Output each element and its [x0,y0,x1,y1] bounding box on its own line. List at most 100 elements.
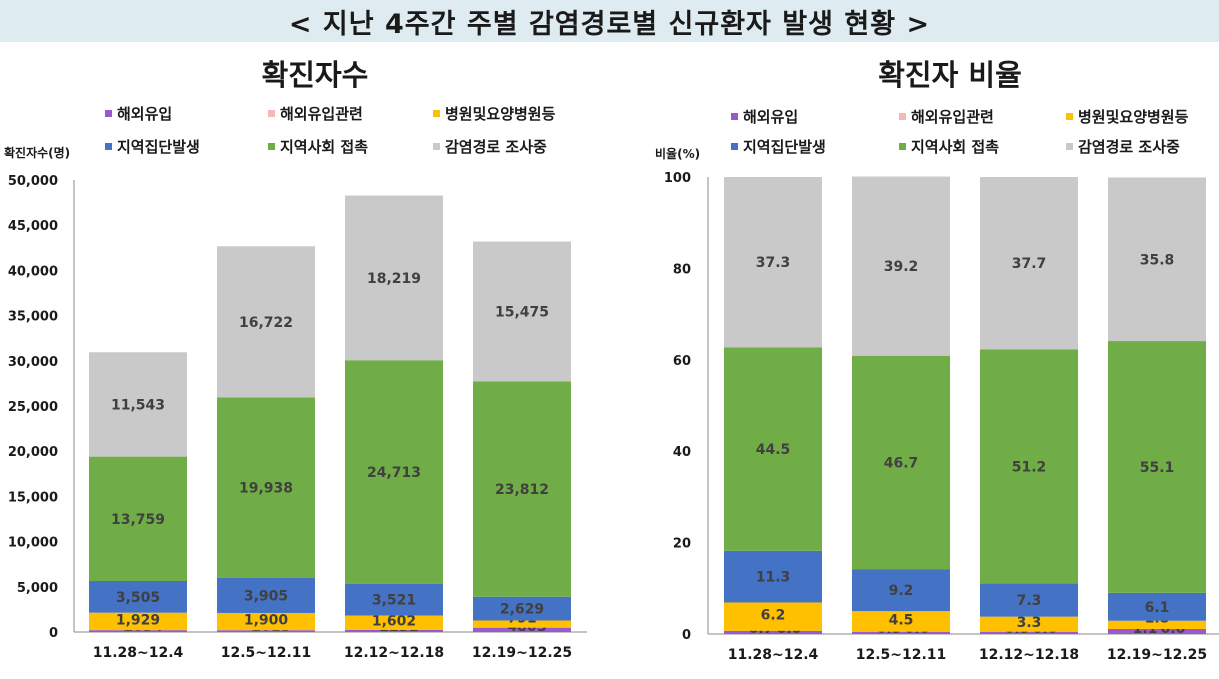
legend-item: 해외유입관련 [268,103,363,124]
legend-swatch [105,143,112,150]
legend-label: 감염경로 조사중 [445,138,547,156]
legend-swatch [268,143,275,150]
legend-swatch [731,143,738,150]
bar-segment [1108,628,1206,634]
data-label: 3,505 [116,590,160,606]
y-tick-label: 50,000 [8,174,58,189]
data-label: 37.3 [756,255,791,271]
y-tick-label: 35,000 [8,310,58,325]
x-tick-label: 11.28~12.4 [93,645,184,661]
x-tick-label: 12.12~12.18 [979,647,1079,663]
bar-segment [89,630,187,632]
bar-segment [1108,592,1206,621]
data-label: 39.2 [884,259,919,275]
data-label: 44.5 [756,442,791,458]
bar-segment [852,176,950,356]
legend-item: 병원및요양병원등 [433,103,555,124]
bar-segment [473,620,571,628]
legend-item: 지역사회 접촉 [268,136,368,157]
bar-segment [345,195,443,361]
chart-title-ratio: 확진자 비율 [878,58,1022,92]
data-label: 51.2 [1012,459,1047,475]
legend-label: 감염경로 조사중 [1078,138,1180,156]
legend-item: 지역사회 접촉 [899,136,999,157]
data-label: 11,543 [111,397,165,413]
data-label: 3,521 [372,593,416,609]
data-label: 37.7 [1012,256,1047,272]
page-title: < 지난 4주간 주별 감염경로별 신규환자 발생 현황 > [288,8,931,40]
legend-label: 병원및요양병원등 [445,105,556,123]
data-label: 18,219 [367,271,421,287]
legend-item: 감염경로 조사중 [1066,136,1180,157]
legend-item: 지역집단발생 [105,136,200,157]
legend-swatch [105,110,112,117]
data-label: 3,905 [244,588,288,604]
y-tick-label: 40 [673,445,691,460]
bar-segment [217,577,315,613]
page-header: < 지난 4주간 주별 감염경로별 신규환자 발생 현황 > [0,0,1219,42]
data-label: 1,929 [116,612,160,628]
bar-segment [852,569,950,612]
bar-segment [1108,620,1206,629]
bar-segment [217,630,315,632]
bar-segment [724,347,822,551]
y-tick-label: 40,000 [8,264,58,279]
legend-label: 해외유입 [117,105,173,123]
bar-segment [852,611,950,632]
legend-item: 감염경로 조사중 [433,136,547,157]
y-tick-label: 100 [664,171,691,186]
bar-segment [852,631,950,634]
legend-label: 병원및요양병원등 [1078,108,1189,126]
bar-segment [1108,341,1206,593]
data-label: 1,602 [372,614,416,630]
legend-label: 해외유입관련 [280,105,363,123]
x-tick-label: 12.5~12.11 [221,645,312,661]
bar-segment [217,246,315,398]
legend-item: 병원및요양병원등 [1066,106,1188,127]
bar-segment [89,612,187,631]
legend-label: 해외유입 [743,108,799,126]
data-label: 6.2 [761,608,786,624]
data-label: 23,812 [495,482,549,498]
y-tick-label: 80 [673,262,691,277]
y-tick-label: 20 [673,537,691,552]
bar-segment [724,602,822,631]
y-axis-label-ratio: 비율(%) [655,147,701,161]
bar-segment [473,627,571,632]
legend-item: 해외유입 [731,106,798,127]
x-tick-label: 12.19~12.25 [1107,647,1207,663]
bar-segment [980,177,1078,350]
y-tick-label: 10,000 [8,536,58,551]
bar-segment [89,352,187,457]
legend-label: 지역사회 접촉 [280,138,369,156]
bar-segment [473,381,571,597]
data-label: 2,629 [500,602,544,618]
y-tick-label: 60 [673,354,691,369]
bar-segment [345,629,443,632]
data-label: 3.3 [1017,615,1042,631]
bar-segment [724,177,822,348]
y-tick-label: 0 [49,626,58,641]
bar-segment [217,397,315,578]
bar-segment [724,630,822,634]
data-label: 46.7 [884,455,919,471]
data-label: 1,900 [244,613,289,629]
y-tick-label: 0 [682,628,691,643]
legend-item: 지역집단발생 [731,136,826,157]
data-label: 15,475 [495,305,549,321]
legend-label: 해외유입관련 [911,108,994,126]
legend-swatch [433,110,440,117]
legend-swatch [268,110,275,117]
legend-swatch [1066,113,1073,120]
bar-segment [89,456,187,581]
data-label: 16,722 [239,315,293,331]
y-tick-label: 30,000 [8,355,58,370]
bar-segment [1108,177,1206,342]
y-axis-label-counts: 확진자수(명) [4,146,71,160]
legend-label: 지역사회 접촉 [911,138,1000,156]
legend-label: 지역집단발생 [117,138,200,156]
y-tick-label: 25,000 [8,400,58,415]
x-tick-label: 11.28~12.4 [728,647,819,663]
y-tick-label: 45,000 [8,219,58,234]
